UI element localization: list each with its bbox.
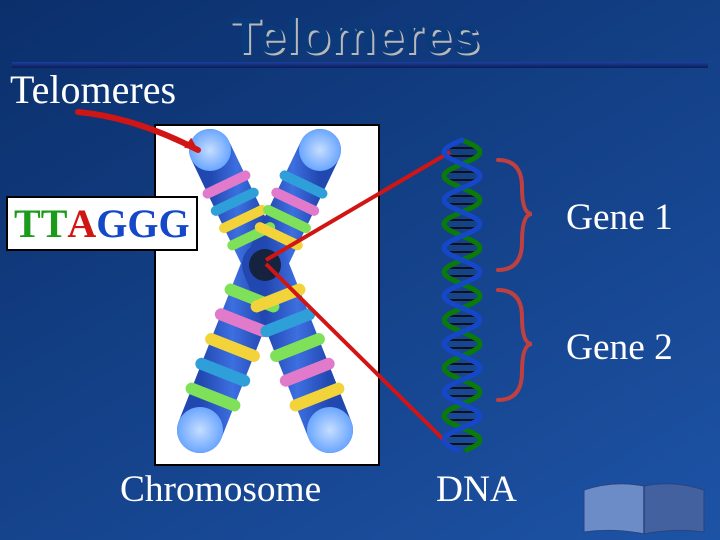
sequence-letter: A [67,200,96,247]
telomere-sequence-box: TTAGGG [6,196,198,251]
sequence-letter: G [159,200,190,247]
chromosome-panel [154,124,380,466]
sequence-letter: G [127,200,158,247]
sequence-letter: T [14,200,41,247]
slide-title: Telomeres [230,6,480,65]
dna-label: DNA [436,468,517,511]
gene-2-label: Gene 2 [566,326,673,369]
gene-1-label: Gene 1 [566,196,673,239]
sequence-letter: G [96,200,127,247]
slide-root: Telomeres Telomeres Telomeres TTAGGG Gen… [0,0,720,540]
subheading-telomeres: Telomeres [10,66,176,113]
chromosome-label: Chromosome [120,468,321,511]
book-icon [584,484,704,534]
sequence-letter: T [41,200,68,247]
